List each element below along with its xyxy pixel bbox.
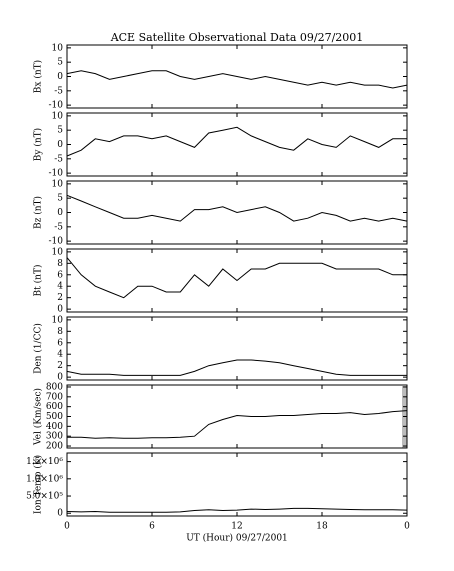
y-tick-label: -5 — [54, 154, 63, 164]
y-tick-label: 10 — [52, 179, 64, 189]
plot-frame — [66, 452, 408, 517]
x-tick-label: 6 — [149, 522, 155, 532]
y-tick-label: 10 — [52, 247, 64, 257]
y-tick-label: 0 — [57, 373, 63, 383]
y-tick-label: 8 — [57, 259, 63, 269]
y-tick-label: -10 — [49, 169, 64, 179]
y-tick-label: 300 — [46, 432, 63, 442]
y-tick-label: 5 — [57, 58, 63, 68]
y-tick-label: 400 — [46, 422, 63, 432]
y-tick-label: 5 — [57, 126, 63, 136]
x-tick-label: 18 — [316, 522, 328, 532]
chart-title: ACE Satellite Observational Data 09/27/2… — [110, 31, 364, 44]
y-tick-label: 1.5×10⁶ — [26, 457, 63, 467]
y-tick-label: 5 — [57, 194, 63, 204]
y-tick-label: 10 — [52, 43, 64, 53]
y-tick-label: 200 — [46, 442, 63, 452]
y-tick-label: 2 — [57, 361, 63, 371]
y-tick-label: 2 — [57, 293, 63, 303]
plot-frame — [66, 112, 408, 177]
y-tick-label: 0 — [57, 305, 63, 315]
data-line — [66, 126, 407, 157]
y-tick-label: 500 — [46, 412, 63, 422]
y-tick-label: 4 — [57, 282, 63, 292]
y-axis-label: Den (1/CC) — [33, 323, 44, 374]
y-tick-label: -10 — [49, 101, 64, 111]
y-axis-label: By (nT) — [33, 128, 44, 161]
y-tick-label: 0 — [57, 208, 63, 218]
y-tick-label: 1.0×10⁶ — [26, 474, 63, 484]
y-tick-label: 5.0×10⁵ — [26, 492, 63, 502]
x-axis-label: UT (Hour) 09/27/2001 — [186, 533, 288, 544]
y-tick-label: 8 — [57, 327, 63, 337]
y-tick-label: 6 — [57, 338, 63, 348]
y-tick-label: 10 — [52, 111, 64, 121]
y-tick-label: 0 — [57, 140, 63, 150]
data-line — [66, 507, 408, 513]
y-tick-label: 0 — [57, 72, 63, 82]
y-axis-label: Ion Temp (K) — [33, 455, 44, 514]
y-tick-label: -5 — [54, 86, 63, 96]
y-tick-label: 4 — [57, 350, 63, 360]
data-line — [66, 194, 408, 222]
y-tick-label: -5 — [54, 222, 63, 232]
y-tick-label: 0 — [57, 509, 63, 519]
y-axis-label: Bt (nT) — [33, 265, 44, 297]
y-tick-label: -10 — [49, 237, 64, 247]
x-tick-label: 12 — [231, 522, 242, 532]
y-tick-label: 700 — [46, 392, 63, 402]
x-tick-label: 0 — [64, 522, 70, 532]
plot-frame — [66, 384, 408, 449]
y-tick-label: 800 — [46, 382, 63, 392]
data-line — [66, 257, 407, 299]
data-line — [66, 359, 407, 376]
y-tick-label: 600 — [46, 402, 63, 412]
x-tick-label: 0 — [404, 522, 410, 532]
plot-frame — [66, 316, 408, 381]
y-tick-label: 10 — [52, 315, 64, 325]
y-axis-label: Bx (nT) — [33, 60, 44, 93]
data-line — [66, 70, 408, 89]
y-axis-label: Vel (Km/sec) — [33, 388, 44, 446]
y-tick-label: 6 — [57, 270, 63, 280]
data-line — [67, 410, 408, 439]
y-axis-label: Bz (nT) — [33, 196, 44, 229]
